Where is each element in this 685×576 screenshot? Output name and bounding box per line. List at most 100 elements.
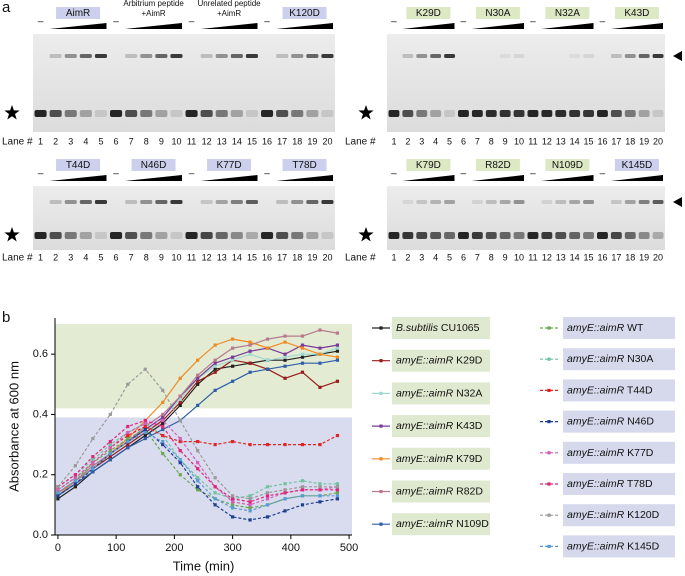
data-point: [161, 418, 165, 423]
star: [4, 227, 20, 242]
band: [276, 200, 289, 204]
band: [583, 54, 594, 58]
label-highlight: [282, 7, 327, 19]
band: [306, 54, 319, 58]
band: [569, 200, 581, 204]
data-point: [73, 473, 77, 477]
data-point: [300, 370, 305, 374]
legend-label: amyE::aimR K43D: [396, 420, 483, 432]
lane-number: 7: [129, 252, 134, 262]
data-point: [161, 421, 165, 426]
data-point: [213, 442, 217, 447]
data-point: [196, 485, 200, 489]
legend-marker: [547, 482, 551, 486]
band: [215, 232, 228, 239]
legend-label: amyE::aimR N109D: [396, 518, 489, 530]
lane-number: 11: [528, 136, 537, 146]
lane-number: 17: [611, 252, 621, 262]
band: [416, 232, 428, 239]
y-axis-label: Absorbance at 600 nm: [6, 361, 21, 492]
data-point: [126, 382, 130, 386]
legend-marker: [379, 457, 383, 461]
band: [64, 54, 77, 58]
y-tick-label: 0.0: [33, 529, 48, 541]
legend-box: [563, 317, 675, 339]
band: [230, 232, 243, 239]
lane-number: 15: [584, 136, 594, 146]
label-highlight: [207, 159, 252, 171]
dash: –: [530, 169, 536, 180]
data-point: [91, 467, 95, 471]
dash: –: [391, 169, 397, 180]
lane-number: 7: [129, 136, 134, 146]
data-point: [196, 479, 200, 483]
data-point: [91, 461, 95, 465]
lane-number: 12: [542, 252, 552, 262]
lane-number: 6: [461, 136, 466, 146]
data-point: [143, 424, 147, 429]
lane-number: 17: [277, 136, 287, 146]
data-point: [265, 503, 270, 507]
lane-number: 17: [611, 136, 621, 146]
band: [230, 110, 243, 117]
label-highlight: [475, 7, 520, 19]
band: [583, 200, 594, 204]
data-point: [196, 439, 200, 444]
data-point: [196, 373, 200, 377]
legend-box: [392, 480, 490, 503]
data-point: [178, 400, 182, 404]
band: [513, 232, 525, 239]
series-line: [57, 422, 338, 500]
legend-label: amyE::aimR T78D: [567, 478, 653, 490]
data-point: [231, 358, 235, 362]
wedge: [610, 175, 663, 181]
data-point: [196, 467, 200, 471]
data-point: [231, 515, 235, 519]
data-point: [335, 491, 340, 495]
lane-number: 12: [202, 136, 212, 146]
data-point: [231, 337, 235, 341]
data-point: [108, 452, 112, 456]
data-point: [318, 346, 322, 350]
data-point: [318, 385, 322, 389]
band: [155, 232, 168, 239]
band: [79, 110, 92, 117]
data-point: [335, 497, 340, 501]
label-highlight: [282, 159, 327, 171]
band: [569, 110, 581, 117]
series-line: [57, 431, 338, 512]
lane-number: 3: [68, 136, 73, 146]
data-point: [265, 346, 270, 350]
band: [215, 54, 228, 58]
band: [245, 200, 258, 204]
lane-number: 7: [475, 136, 480, 146]
data-point: [318, 442, 322, 447]
wedge: [49, 175, 107, 181]
band: [94, 232, 107, 239]
data-point: [335, 343, 340, 347]
band: [444, 110, 455, 117]
band: [64, 232, 77, 239]
x-tick-label: 400: [282, 542, 300, 554]
band: [125, 200, 138, 204]
lane-number: 7: [475, 252, 480, 262]
wedge: [276, 175, 333, 181]
lane-number: 10: [171, 136, 181, 146]
data-point: [178, 418, 182, 423]
legend-label: amyE::aimR WT: [567, 322, 644, 334]
legend-box: [392, 447, 490, 470]
legend-label: amyE::aimR K29D: [396, 354, 483, 366]
data-point: [283, 482, 287, 486]
label-highlight: [131, 159, 176, 171]
data-point: [213, 361, 217, 365]
band: [79, 54, 92, 58]
band: [652, 54, 664, 58]
data-point: [108, 455, 112, 459]
band: [276, 110, 289, 117]
data-point: [300, 479, 305, 483]
band: [610, 200, 622, 204]
data-point: [126, 442, 130, 447]
band: [569, 54, 581, 58]
data-point: [213, 367, 217, 371]
legend-marker: [547, 388, 551, 392]
